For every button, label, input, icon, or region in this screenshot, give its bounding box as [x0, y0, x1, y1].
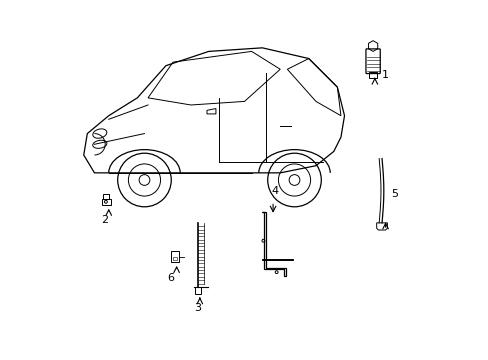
Bar: [171, 251, 179, 262]
Text: 5: 5: [390, 189, 397, 199]
Text: 2: 2: [102, 215, 108, 225]
Text: 3: 3: [194, 303, 201, 313]
Bar: [368, 72, 377, 78]
Bar: [103, 194, 108, 199]
Bar: [102, 199, 110, 205]
Text: 1: 1: [381, 69, 388, 80]
Bar: [195, 287, 201, 294]
Text: 4: 4: [271, 186, 278, 196]
Text: 6: 6: [167, 273, 174, 283]
Bar: [173, 257, 177, 260]
